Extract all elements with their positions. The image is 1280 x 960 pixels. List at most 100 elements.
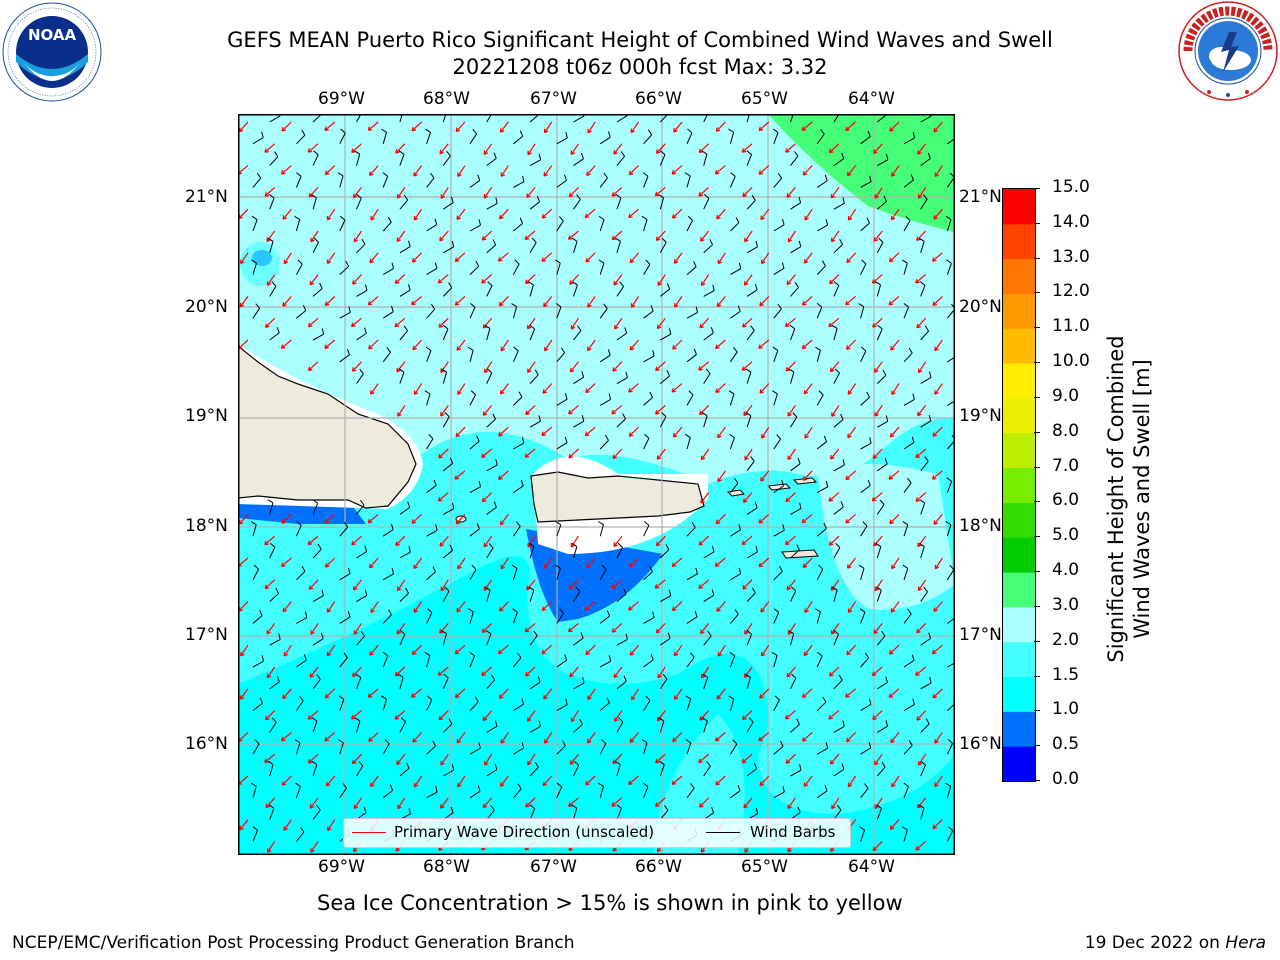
wave-direction-arrow: [889, 121, 900, 132]
wind-barb: [486, 114, 493, 123]
wind-barb: [790, 502, 802, 515]
wave-direction-arrow: [394, 274, 406, 284]
wind-barb: [686, 348, 697, 363]
wave-direction-arrow: [673, 644, 683, 657]
wave-direction-arrow: [801, 688, 813, 699]
wave-direction-arrow: [673, 121, 683, 133]
wave-direction-arrow: [437, 666, 449, 676]
wind-barb: [831, 324, 838, 341]
wind-barb: [877, 676, 888, 690]
wind-barb: [643, 350, 655, 363]
wave-direction-arrow: [628, 208, 639, 219]
wave-direction-arrow: [481, 274, 493, 284]
wave-direction-arrow: [888, 688, 900, 698]
wave-direction-arrow: [828, 710, 840, 720]
map-legend: Primary Wave Direction (unscaled) Wind B…: [343, 818, 851, 848]
wind-barb: [513, 130, 524, 145]
wave-direction-arrow: [481, 492, 493, 503]
wind-barb: [701, 150, 708, 166]
wind-barb: [250, 782, 257, 798]
wave-direction-arrow: [933, 601, 943, 613]
wind-barb: [469, 523, 480, 537]
wave-direction-arrow: [527, 143, 536, 156]
wave-direction-arrow: [657, 274, 666, 286]
wave-direction-arrow: [628, 557, 640, 568]
wave-direction-arrow: [671, 383, 683, 393]
wind-barb: [573, 415, 585, 428]
wind-barb: [528, 281, 534, 297]
wind-barb: [643, 433, 650, 450]
wind-barb: [919, 499, 926, 515]
wave-direction-arrow: [915, 274, 927, 284]
wave-direction-arrow: [655, 230, 666, 241]
wave-direction-arrow: [889, 513, 900, 525]
wave-direction-arrow: [698, 535, 710, 546]
wave-direction-arrow: [628, 601, 639, 611]
wind-barb: [252, 609, 263, 624]
footer-host: Hera: [1225, 933, 1266, 953]
wind-barb: [877, 720, 889, 733]
wind-barb: [599, 172, 608, 188]
wave-direction-arrow: [785, 535, 796, 546]
land-hispaniola: [238, 345, 417, 509]
wind-barb: [426, 172, 435, 188]
wave-direction-arrow: [845, 513, 856, 524]
wave-direction-arrow: [934, 557, 943, 570]
wind-barb: [296, 826, 305, 842]
lat-label-left-16n: 16°N: [185, 734, 228, 754]
wind-barb: [354, 150, 361, 166]
wind-barb: [425, 346, 432, 362]
wind-barb: [529, 676, 541, 690]
wave-direction-arrow: [628, 165, 640, 176]
wind-barb: [658, 194, 665, 210]
wave-direction-arrow: [761, 426, 770, 439]
wind-barb: [443, 240, 455, 254]
wave-direction-arrow: [699, 710, 710, 721]
wave-direction-arrow: [544, 732, 553, 744]
wave-direction-arrow: [498, 426, 509, 437]
wave-direction-arrow: [656, 448, 666, 460]
wave-direction-arrow: [500, 557, 509, 570]
wind-barb: [616, 281, 625, 297]
colorbar-swatch: [1003, 293, 1035, 329]
colorbar-tick-label: 2.0: [1052, 629, 1080, 650]
lon-label-top-69w: 69°W: [318, 89, 365, 109]
wind-barb: [920, 632, 932, 646]
wind-barb: [684, 433, 691, 450]
wave-direction-arrow: [568, 579, 579, 590]
wind-barb: [616, 327, 628, 341]
wind-barb: [920, 194, 928, 210]
wave-direction-arrow: [742, 710, 753, 721]
wave-direction-arrow: [524, 230, 536, 241]
wind-barb: [788, 630, 795, 646]
wave-direction-arrow: [438, 710, 449, 721]
wave-direction-arrow: [611, 797, 623, 807]
wind-barb: [339, 306, 351, 319]
wave-direction-arrow: [439, 230, 449, 242]
wind-barb: [513, 698, 525, 712]
wind-barb: [903, 174, 914, 188]
wave-direction-arrow: [353, 623, 362, 635]
wave-direction-arrow: [614, 317, 623, 330]
wave-direction-arrow: [845, 339, 857, 350]
wave-direction-arrow: [483, 753, 493, 766]
wind-barb: [382, 347, 391, 363]
wave-direction-arrow: [265, 797, 276, 809]
wave-direction-arrow: [714, 165, 726, 175]
wave-direction-arrow: [369, 644, 379, 656]
wave-height-field-south-pr: [526, 529, 663, 622]
wind-barb: [426, 262, 438, 276]
wind-barb: [442, 544, 453, 559]
wind-barb: [599, 434, 609, 450]
wind-barb: [730, 262, 742, 276]
wave-direction-arrow: [758, 121, 770, 132]
wave-direction-arrow: [759, 295, 770, 307]
lon-label-bottom-65w: 65°W: [741, 857, 788, 877]
wave-direction-arrow: [437, 274, 449, 284]
wind-barb: [486, 368, 493, 384]
wave-direction-arrow: [439, 143, 449, 155]
land-virgin-islands: [726, 477, 819, 559]
wave-direction-arrow: [264, 753, 276, 764]
colorbar-swatch: [1003, 641, 1035, 678]
wave-direction-arrow: [281, 121, 292, 132]
